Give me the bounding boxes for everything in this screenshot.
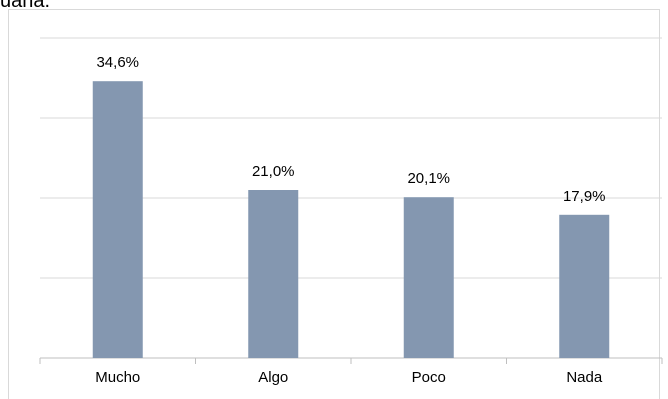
- bar-algo: [248, 190, 299, 358]
- x-tick-label-nada: Nada: [566, 369, 603, 386]
- bar-poco: [403, 197, 454, 358]
- data-label-mucho: 34,6%: [96, 54, 139, 71]
- cut-off-title: uana.: [0, 0, 51, 12]
- data-label-nada: 17,9%: [563, 188, 606, 205]
- bar-mucho: [92, 81, 143, 358]
- data-label-algo: 21,0%: [252, 163, 295, 180]
- x-tick-label-algo: Algo: [258, 369, 288, 386]
- data-label-poco: 20,1%: [407, 170, 450, 187]
- x-axis: Mucho Algo Poco Nada: [39, 358, 663, 386]
- data-labels: 34,6% 21,0% 20,1% 17,9%: [96, 54, 605, 205]
- chart-frame: [8, 9, 660, 399]
- x-tick-label-poco: Poco: [412, 369, 446, 386]
- bars: [92, 81, 610, 358]
- bar-chart: 34,6% 21,0% 20,1% 17,9% Mucho Algo Poco Nada: [39, 37, 663, 386]
- x-tick-label-mucho: Mucho: [95, 369, 140, 386]
- bar-nada: [559, 214, 610, 358]
